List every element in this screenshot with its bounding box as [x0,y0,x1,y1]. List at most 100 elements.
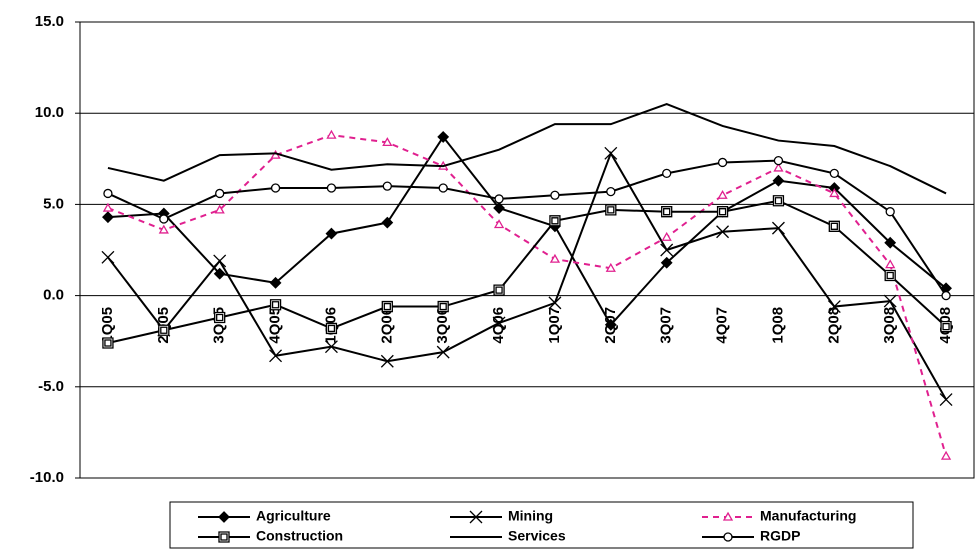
marker [827,300,841,314]
marker [213,254,227,268]
x-tick-label: 3Q06 [434,307,451,344]
marker [660,243,674,257]
series-line [107,135,947,327]
x-tick-label: 4Q06 [490,307,507,344]
legend-label: Manufacturing [760,508,856,524]
legend-box [169,501,914,549]
legend-label: Services [508,528,566,544]
marker [213,267,226,280]
marker [771,221,785,235]
marker [215,188,225,199]
marker [941,290,951,301]
marker [270,183,281,193]
series [102,195,952,349]
marker [940,450,952,460]
x-tick-label: 1Q08 [769,307,786,344]
marker [269,276,282,289]
marker [661,206,673,218]
marker [103,188,113,199]
y-tick-label: -10.0 [30,469,64,486]
marker [722,511,734,521]
y-tick-label: 0.0 [43,287,64,304]
series [107,103,947,195]
marker [940,320,952,333]
series [101,146,953,407]
legend: Agriculture Mining Manufacturing Constructi… [169,501,914,549]
plot-area [79,21,975,479]
legend-label: Agriculture [256,508,331,524]
marker [604,318,617,331]
marker [716,206,729,218]
marker [438,183,448,193]
marker [269,349,283,363]
marker [605,262,616,272]
y-tick-label: 10.0 [35,104,64,121]
marker [662,168,672,179]
marker [218,531,230,543]
marker [493,284,505,296]
marker [493,202,505,214]
marker [437,130,450,143]
series-line [107,103,947,195]
x-tick-label: 1Q07 [546,307,563,344]
x-tick-label: 4Q07 [714,307,731,344]
marker [773,155,784,166]
marker [829,188,840,198]
marker [214,204,225,214]
series-line [107,199,947,344]
legend-label: Mining [508,508,553,524]
marker [548,296,562,310]
marker [437,300,449,313]
marker [717,157,728,168]
marker [606,186,616,197]
marker [381,300,393,313]
x-tick-label: 2Q06 [378,307,395,344]
marker [661,231,672,241]
series [103,155,951,301]
marker [380,354,394,368]
marker [382,137,393,147]
marker [324,340,338,354]
legend-label: RGDP [760,528,800,544]
marker [494,194,504,204]
series [102,130,952,331]
legend-label: Construction [256,528,343,544]
marker [773,162,784,172]
y-tick-label: -5.0 [38,378,64,395]
marker [604,146,618,160]
y-tick-label: 15.0 [35,13,64,30]
marker [660,256,673,269]
marker [829,168,839,179]
x-tick-label: 3Q07 [658,307,675,344]
marker [214,311,226,324]
marker [883,294,897,308]
marker [723,532,733,542]
series [102,129,952,460]
marker [102,211,114,224]
marker [492,316,506,330]
x-tick-label: 1Q05 [99,307,116,344]
marker [549,253,561,263]
x-tick-label: 2Q08 [825,307,842,344]
x-tick-label: 4Q05 [267,307,284,344]
marker [436,345,450,359]
marker [717,189,728,199]
marker [493,219,505,229]
marker [102,337,114,349]
marker [381,216,394,229]
marker [884,236,897,249]
y-tick-label: 5.0 [43,195,64,212]
marker [828,220,840,232]
marker [884,269,896,282]
marker [326,129,337,139]
marker [550,190,560,200]
marker [549,215,561,227]
marker [772,174,785,187]
series-line [107,134,948,457]
marker [102,202,114,212]
series-line [107,159,947,297]
marker [382,181,392,191]
marker [159,214,169,224]
marker [101,250,115,264]
